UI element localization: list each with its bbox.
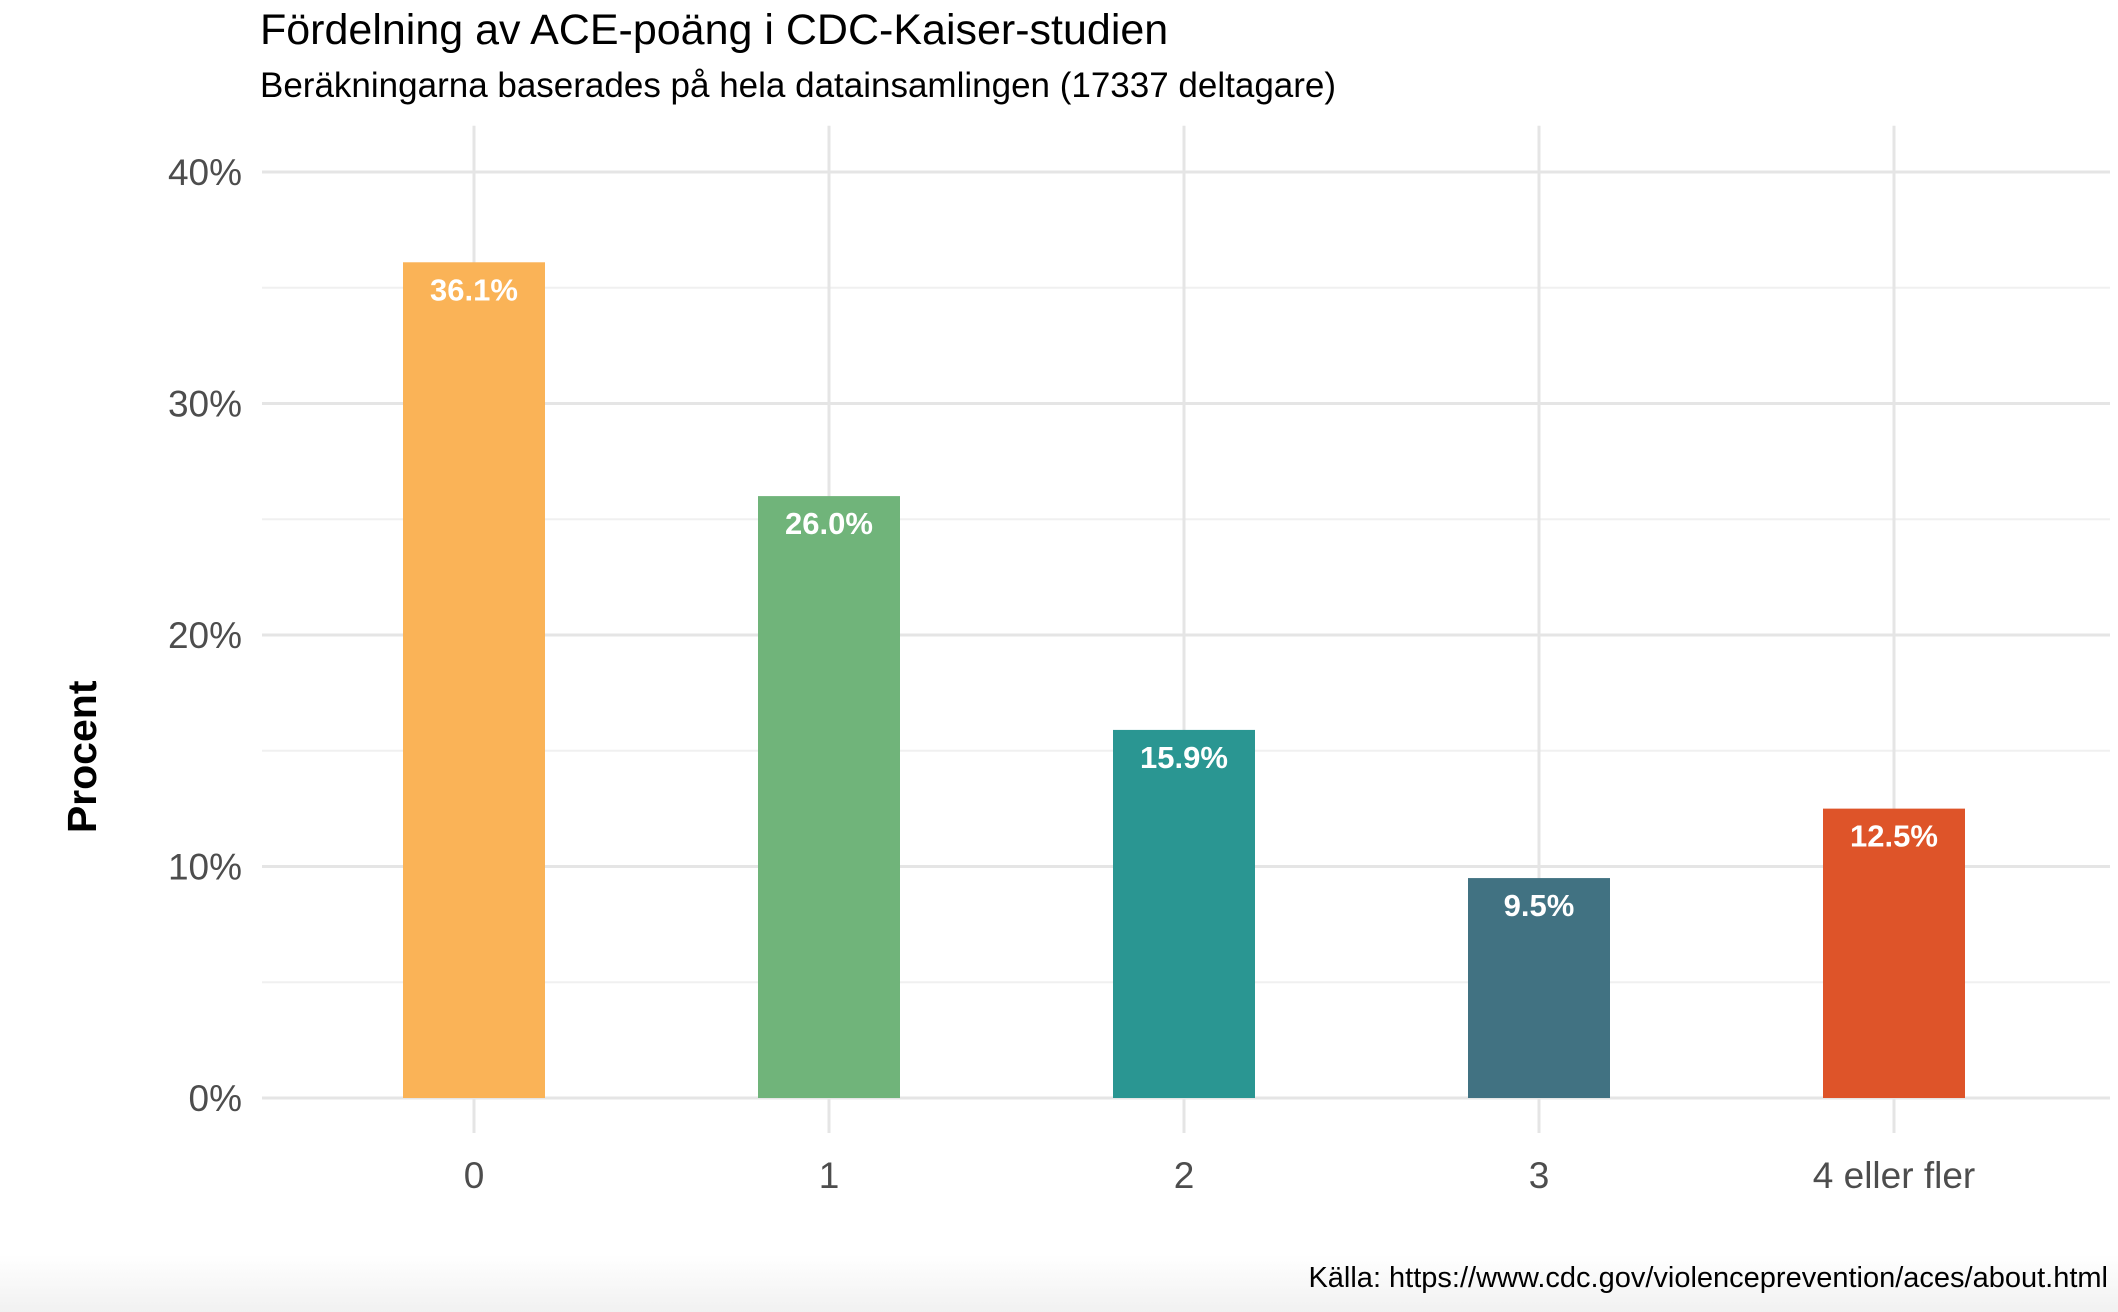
bar-2 xyxy=(1113,729,1255,1098)
data-label: 15.9% xyxy=(1140,740,1228,775)
y-tick-label: 10% xyxy=(168,847,242,888)
y-tick-label: 20% xyxy=(168,615,242,656)
chart-subtitle: Beräkningarna baserades på hela datainsa… xyxy=(260,66,1337,105)
data-label: 12.5% xyxy=(1850,819,1938,854)
x-tick-label: 2 xyxy=(1174,1155,1195,1196)
data-label: 9.5% xyxy=(1504,888,1575,923)
bottom-fade xyxy=(0,1255,2118,1312)
x-tick-label: 4 eller fler xyxy=(1813,1155,1975,1196)
bar-1 xyxy=(758,496,900,1099)
x-tick-label: 1 xyxy=(819,1155,840,1196)
chart-title: Fördelning av ACE-poäng i CDC-Kaiser-stu… xyxy=(260,6,1169,54)
x-tick-label: 0 xyxy=(464,1155,485,1196)
y-tick-label: 30% xyxy=(168,384,242,425)
x-tick-label: 3 xyxy=(1529,1155,1550,1196)
data-label: 26.0% xyxy=(785,506,873,541)
data-label: 36.1% xyxy=(430,272,518,307)
y-tick-label: 0% xyxy=(189,1078,242,1119)
bar-0 xyxy=(403,262,545,1098)
y-axis-title: Procent xyxy=(59,680,105,833)
chart-caption: Källa: https://www.cdc.gov/violencepreve… xyxy=(1308,1262,2108,1294)
bar-4-eller-fler xyxy=(1823,808,1965,1098)
y-tick-label: 40% xyxy=(168,152,242,193)
bar-3 xyxy=(1468,878,1610,1098)
